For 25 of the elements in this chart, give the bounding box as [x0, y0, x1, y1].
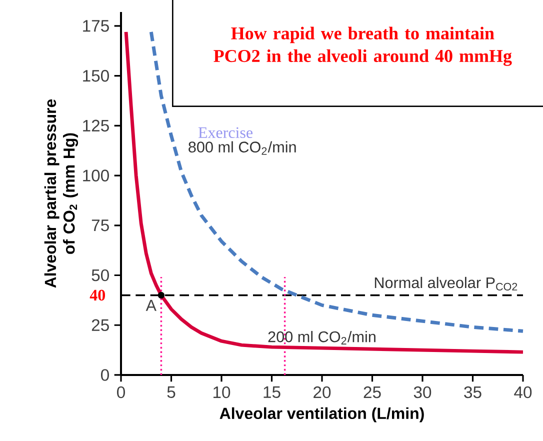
y-tick-label: 75	[92, 220, 109, 232]
x-tick-label: 30	[414, 386, 432, 398]
y-tick-label: 100	[83, 170, 109, 182]
text: 40	[90, 290, 106, 301]
annotation: Exercise	[198, 127, 253, 138]
x-tick-label: 40	[514, 386, 532, 398]
y-tick-label: 50	[92, 269, 109, 282]
series-label: 200 ml CO$_{2}$/min	[268, 330, 376, 344]
x-axis-title: Alveolar ventilation (L/min)	[220, 407, 424, 422]
x-tick-label: 5	[167, 386, 176, 398]
y-tick-label: 150	[83, 70, 109, 82]
y-tick-label: 125	[83, 120, 109, 132]
x-tick-label: 10	[214, 386, 230, 398]
x-tick-label: 0	[117, 386, 125, 398]
x-tick-label: 35	[464, 386, 482, 398]
text: How rapid we breath to maintain PCO2 in the alveoli around 40 mmHg	[214, 26, 512, 66]
y-tick-label: 0	[101, 369, 109, 381]
series-label: 800 ml CO$_{2}$/min	[188, 141, 296, 155]
x-tick-label: 20	[314, 386, 331, 398]
x-tick-label: 25	[364, 386, 381, 398]
x-tick-label: 15	[264, 386, 280, 398]
y-tick-label: 175	[83, 20, 109, 32]
ref-line-label: Normal alveolar P$_{CO2}$	[374, 276, 518, 290]
y-tick-label: 25	[92, 319, 109, 332]
annotation: A	[146, 300, 156, 311]
